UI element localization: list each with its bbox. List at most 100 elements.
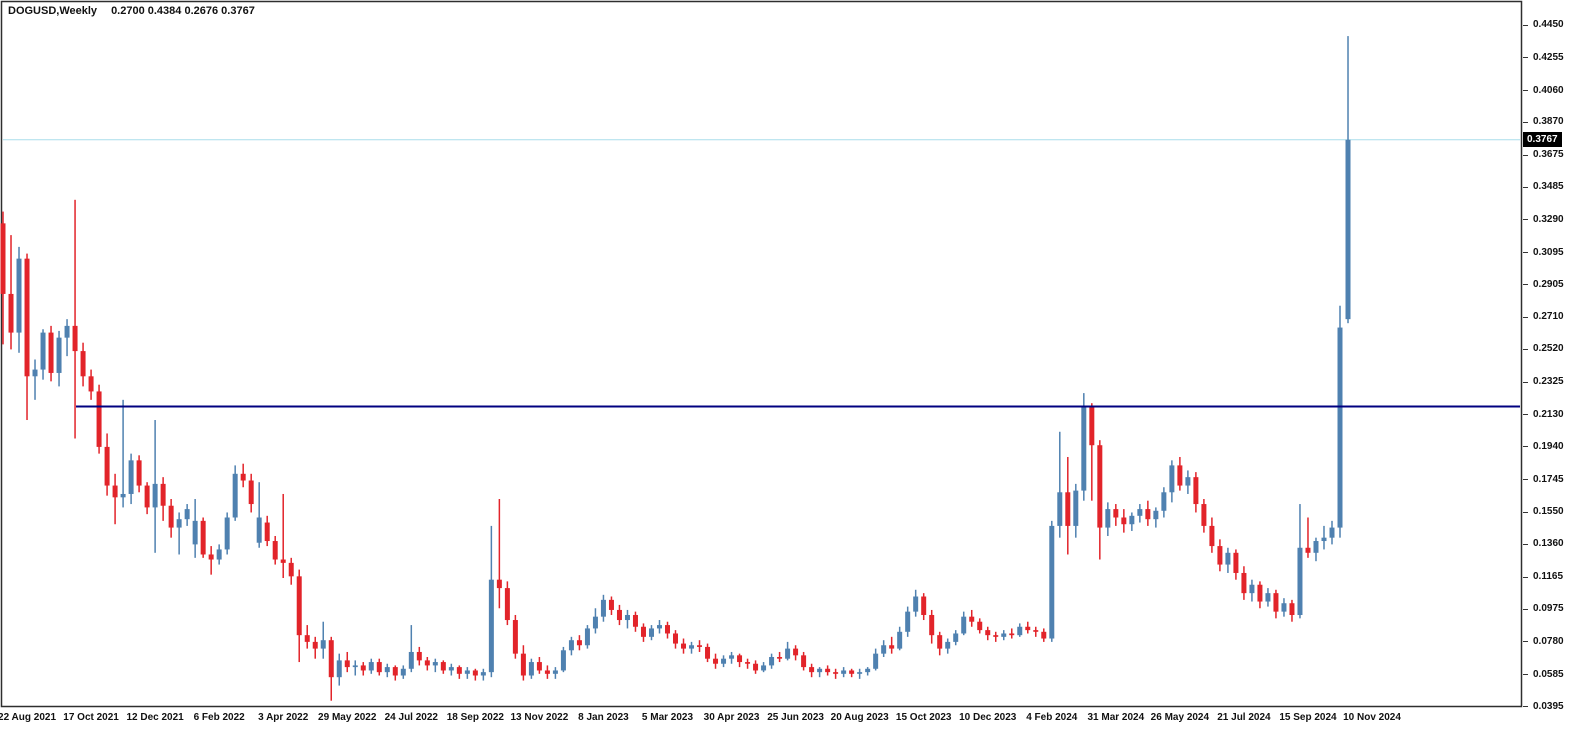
price-axis-label: 0.0975 [1533, 603, 1564, 615]
candle-body [472, 670, 478, 676]
price-chart-plot[interactable]: DOGUSD,Weekly 0.2700 0.4384 0.2676 0.3767 [0, 0, 1523, 708]
candle-body [1089, 405, 1095, 446]
candle-body [1241, 572, 1247, 594]
candle-body [969, 616, 975, 622]
price-tick [1523, 608, 1528, 610]
candle-body [576, 640, 582, 646]
candle-body [216, 549, 222, 560]
candle-body [504, 588, 510, 621]
candle-body [809, 667, 815, 673]
candle-body [1009, 633, 1015, 636]
candle-body [1289, 603, 1295, 615]
candle-body [448, 667, 454, 671]
candle-body [120, 493, 126, 498]
candle-body [1281, 603, 1287, 612]
candle-body [440, 662, 446, 671]
candle-body [80, 351, 86, 377]
candle-body [1025, 626, 1031, 631]
price-axis-label: 0.2710 [1533, 311, 1564, 323]
candle-body [1193, 477, 1199, 505]
candle-body [624, 614, 630, 621]
candle-wick [1035, 626, 1037, 637]
price-axis-label: 0.4450 [1533, 19, 1564, 30]
candle-body [296, 576, 302, 636]
candle-body [288, 562, 294, 577]
price-axis-label: 0.3870 [1533, 116, 1564, 128]
price-axis-label: 0.1745 [1533, 473, 1564, 485]
candle-wick [890, 636, 893, 654]
candle-body [256, 517, 262, 543]
time-axis-label: 15 Oct 2023 [895, 712, 952, 723]
candle-body [232, 473, 238, 518]
price-axis-label: 0.4255 [1533, 51, 1564, 63]
candle-body [745, 662, 751, 664]
price-tick [1523, 316, 1528, 318]
candle-wick [210, 546, 212, 575]
candle-body [873, 653, 879, 669]
price-tick [1523, 674, 1528, 676]
candle-body [1313, 541, 1319, 553]
candle-wick [1323, 525, 1325, 550]
candle-body [1225, 552, 1231, 565]
candle-body [1057, 492, 1063, 526]
time-axis-label: 4 Feb 2024 [1026, 712, 1078, 723]
candle-body [1049, 525, 1055, 639]
candle-body [656, 625, 662, 629]
candle-body [96, 391, 102, 447]
candle-body [665, 625, 670, 634]
candle-body [128, 460, 134, 494]
candle-body [673, 633, 678, 644]
candle-body [144, 485, 150, 508]
candle-body [777, 657, 783, 659]
candle-body [392, 667, 398, 676]
candle-wick [34, 359, 36, 400]
price-tick [1523, 121, 1528, 123]
candle-body [384, 667, 390, 673]
candle-body [352, 665, 358, 668]
candle-body [320, 640, 326, 649]
candle-body [1185, 477, 1191, 486]
candle-body [56, 337, 62, 373]
candle-body [112, 485, 118, 498]
candle-body [1345, 139, 1351, 320]
candle-body [1153, 510, 1159, 520]
candle-wick [994, 631, 997, 642]
candle-wick [834, 668, 837, 679]
candle-body [1033, 630, 1039, 632]
candle-body [681, 643, 687, 649]
price-axis[interactable]: 0.4450 0.4255 0.4060 0.3870 0.3675 0.3485 0.32… [1523, 0, 1596, 743]
candle-body [408, 651, 414, 669]
candlestick-canvas[interactable] [0, 0, 1523, 708]
symbol-timeframe-label: DOGUSD,Weekly [8, 5, 98, 17]
time-axis-label: 17 Oct 2021 [63, 712, 119, 723]
time-axis-label: 10 Dec 2023 [959, 712, 1017, 723]
candle-body [1073, 490, 1079, 526]
price-tick [1523, 186, 1528, 188]
candle-wick [282, 493, 284, 579]
candle-body [849, 670, 855, 674]
candle-body [136, 460, 142, 486]
price-tick [1523, 24, 1528, 26]
candle-wick [1091, 403, 1093, 501]
time-axis-label: 13 Nov 2022 [510, 712, 569, 723]
candle-wick [10, 235, 12, 350]
candle-body [1017, 626, 1023, 636]
candle-body [552, 670, 558, 674]
candle-body [833, 672, 839, 674]
candle-body [416, 651, 422, 661]
candle-body [1321, 537, 1327, 542]
price-tick [1523, 219, 1528, 221]
price-tick [1523, 706, 1528, 708]
candle-body [16, 258, 22, 333]
time-axis-label: 15 Sep 2024 [1279, 712, 1337, 723]
time-axis-label: 22 Aug 2021 [0, 712, 57, 723]
candle-body [520, 653, 526, 676]
candle-body [480, 672, 486, 676]
candle-body [192, 520, 198, 545]
price-axis-label: 0.0585 [1533, 668, 1564, 680]
candle-wick [114, 473, 116, 525]
candle-body [1305, 547, 1311, 553]
candle-body [825, 668, 831, 673]
time-axis[interactable]: 22 Aug 2021 17 Oct 2021 12 Dec 2021 6 Feb 2… [0, 708, 1523, 743]
current-price-tag: 0.3767 [1523, 132, 1562, 148]
